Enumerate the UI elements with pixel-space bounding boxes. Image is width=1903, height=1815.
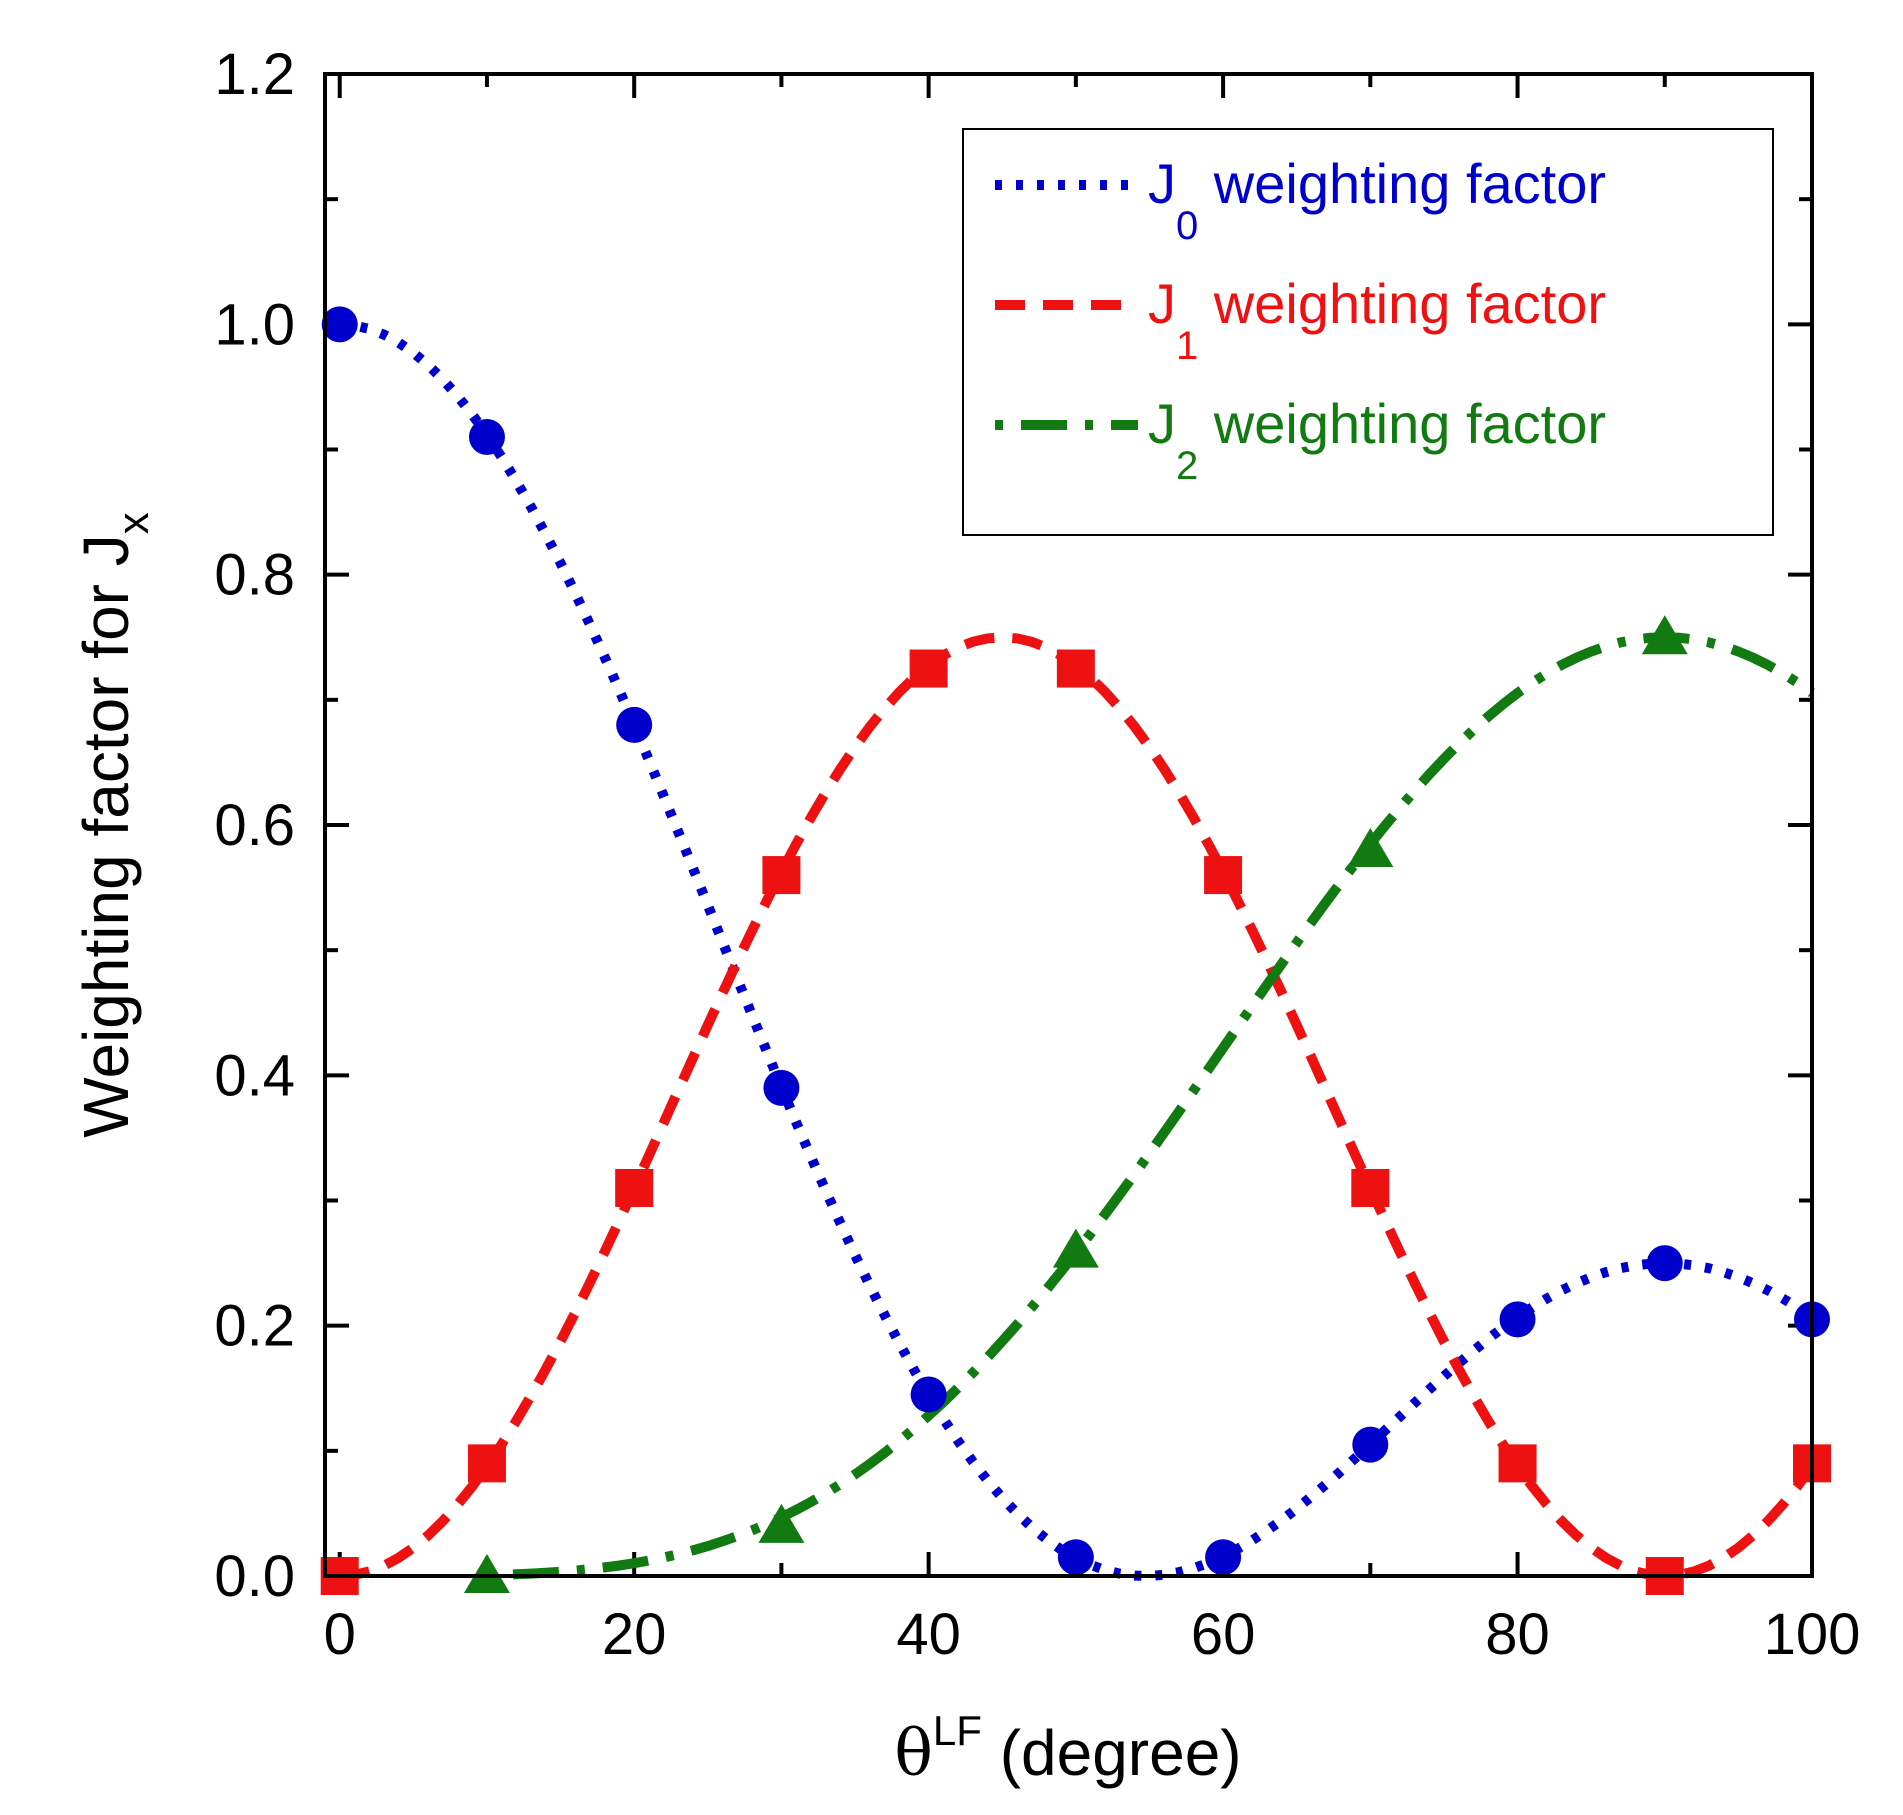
- data-point-triangle: [463, 1554, 510, 1593]
- data-point-square: [1204, 856, 1243, 895]
- y-tick-label: 0.8: [214, 543, 295, 608]
- y-tick-label: 0.6: [214, 793, 295, 858]
- data-point-circle: [1205, 1539, 1242, 1576]
- data-point-square: [909, 649, 948, 688]
- legend-label-2: J2 weighting factor: [1148, 392, 1606, 488]
- data-point-triangle: [1052, 1228, 1099, 1268]
- legend-text: weighting factor: [1198, 152, 1606, 215]
- x-axis-superscript: LF: [933, 1707, 982, 1754]
- x-tick-label: 0: [324, 1602, 356, 1667]
- legend-label-1: J1 weighting factor: [1148, 272, 1606, 368]
- plot-frame: [323, 72, 1814, 1578]
- data-point-circle: [468, 418, 505, 455]
- data-point-square: [1498, 1444, 1537, 1483]
- y-tick-label: 0.2: [214, 1294, 295, 1359]
- series-line-2: [486, 632, 1815, 1581]
- data-point-circle: [616, 706, 653, 743]
- legend-subscript: 2: [1176, 444, 1198, 488]
- y-axis-subscript: x: [109, 512, 158, 534]
- legend-text: weighting factor: [1198, 392, 1606, 455]
- y-tick-label: 0.0: [214, 1544, 295, 1609]
- legend-subscript: 1: [1176, 324, 1198, 368]
- x-tick-label: 80: [1485, 1602, 1550, 1667]
- data-point-circle: [1499, 1301, 1536, 1338]
- data-point-square: [1351, 1168, 1390, 1207]
- legend-label-0: J0 weighting factor: [1148, 152, 1606, 248]
- x-tick-label: 20: [602, 1602, 667, 1667]
- y-axis-title: Weighting factor for Jx: [70, 512, 158, 1138]
- y-tick-label: 0.4: [214, 1043, 295, 1108]
- legend-symbol: J: [1148, 272, 1176, 335]
- legend-box: [962, 128, 1774, 536]
- legend-symbol: J: [1148, 152, 1176, 215]
- y-tick-label: 1.0: [214, 292, 295, 357]
- data-point-circle: [910, 1376, 947, 1413]
- data-point-square: [762, 856, 801, 895]
- x-axis-title: θLF (degree): [894, 1707, 1241, 1791]
- legend-subscript: 0: [1176, 204, 1198, 248]
- data-point-circle: [763, 1069, 800, 1106]
- data-point-triangle: [758, 1503, 805, 1543]
- data-point-square: [615, 1168, 654, 1207]
- legend-text: weighting factor: [1198, 272, 1606, 335]
- y-tick-label: 1.2: [214, 42, 295, 107]
- data-point-circle: [1057, 1539, 1094, 1576]
- x-tick-label: 40: [896, 1602, 961, 1667]
- x-tick-label: 100: [1764, 1602, 1861, 1667]
- x-tick-label: 60: [1191, 1602, 1256, 1667]
- y-axis-label-text: Weighting factor for J: [70, 534, 142, 1138]
- x-axis-label-text: (degree): [982, 1717, 1242, 1789]
- data-point-circle: [1646, 1245, 1683, 1282]
- series-line-1: [339, 632, 1817, 1582]
- data-point-circle: [321, 306, 358, 343]
- data-point-square: [467, 1444, 506, 1483]
- data-point-circle: [1352, 1426, 1389, 1463]
- legend-symbol: J: [1148, 392, 1176, 455]
- data-point-triangle: [1347, 828, 1394, 868]
- data-point-triangle: [1641, 615, 1688, 655]
- x-axis-symbol: θ: [894, 1717, 933, 1791]
- data-point-square: [1056, 649, 1095, 688]
